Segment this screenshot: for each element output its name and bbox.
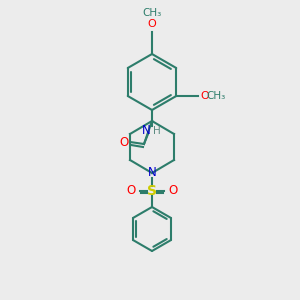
Text: O: O bbox=[168, 184, 178, 197]
Text: CH₃: CH₃ bbox=[207, 91, 226, 101]
Text: O: O bbox=[201, 91, 210, 101]
Text: CH₃: CH₃ bbox=[142, 8, 162, 18]
Text: N: N bbox=[142, 124, 150, 137]
Text: O: O bbox=[119, 136, 129, 148]
Text: H: H bbox=[153, 126, 161, 136]
Text: N: N bbox=[148, 167, 156, 179]
Text: O: O bbox=[126, 184, 136, 197]
Text: S: S bbox=[147, 184, 157, 198]
Text: O: O bbox=[148, 19, 156, 29]
